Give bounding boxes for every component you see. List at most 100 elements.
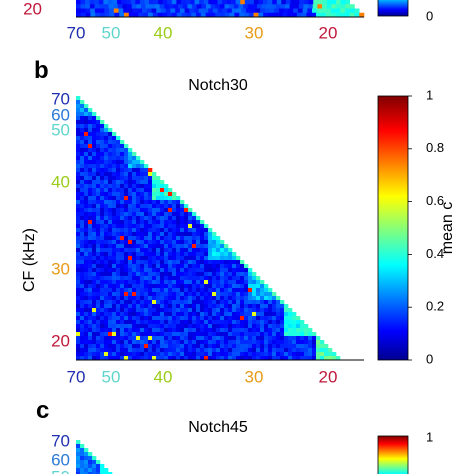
heatmap-cell: [165, 8, 171, 14]
heatmap-cell: [124, 336, 129, 341]
heatmap-cell: [192, 320, 197, 325]
heatmap-cell: [188, 216, 193, 221]
heatmap-cell: [156, 288, 161, 293]
heatmap-cell: [228, 268, 233, 273]
heatmap-cell: [108, 204, 113, 209]
heatmap-cell: [152, 188, 157, 193]
heatmap-cell: [300, 320, 305, 325]
heatmap-cell: [76, 200, 81, 205]
heatmap-cell: [267, 0, 273, 5]
heatmap-cell: [156, 180, 161, 185]
heatmap-cell: [196, 260, 201, 265]
heatmap-cell: [216, 256, 221, 261]
heatmap-cell: [168, 320, 173, 325]
heatmap-cell: [140, 168, 145, 173]
heatmap-cell: [184, 328, 189, 333]
heatmap-cell: [232, 356, 237, 361]
heatmap-cell: [112, 196, 117, 201]
heatmap-cell: [92, 204, 97, 209]
heatmap-cell: [116, 212, 121, 217]
heatmap-cell: [212, 268, 217, 273]
heatmap-cell: [156, 352, 161, 357]
heatmap-cell: [188, 220, 193, 225]
heatmap-cell: [84, 356, 89, 361]
heatmap-cell: [152, 328, 157, 333]
heatmap-cell: [176, 328, 181, 333]
heatmap-cell: [210, 4, 216, 9]
heatmap-cell: [92, 240, 97, 245]
heatmap-cell: [200, 280, 205, 285]
heatmap-cell: [281, 0, 287, 5]
heatmap-cell: [235, 0, 241, 5]
heatmap-cell: [128, 288, 133, 293]
heatmap-cell: [204, 284, 209, 289]
heatmap-cell: [76, 276, 81, 281]
heatmap-cell: [128, 308, 133, 313]
heatmap-cell: [172, 192, 177, 197]
heatmap-cell: [140, 308, 145, 313]
heatmap-cell: [88, 280, 93, 285]
heatmap-cell: [224, 264, 229, 269]
heatmap-cell: [168, 340, 173, 345]
heatmap-cell: [149, 0, 154, 5]
heatmap-cell: [112, 228, 117, 233]
heatmap-cell: [288, 312, 293, 317]
heatmap-cell: [288, 320, 293, 325]
heatmap-cell: [204, 328, 209, 333]
heatmap-cell: [88, 340, 93, 345]
heatmap-cell: [104, 244, 109, 249]
heatmap-cell: [208, 352, 213, 357]
panel-a-xtick-50: 50: [102, 23, 121, 42]
heatmap-cell: [208, 320, 213, 325]
heatmap-cell: [232, 284, 237, 289]
heatmap-cell: [120, 240, 125, 245]
heatmap-cell: [160, 208, 165, 213]
heatmap-cell: [121, 0, 127, 5]
heatmap-cell: [80, 128, 85, 133]
heatmap-cell: [184, 268, 189, 273]
heatmap-cell: [308, 328, 313, 333]
heatmap-cell: [152, 252, 157, 257]
heatmap-cell: [104, 136, 109, 141]
heatmap-cell: [80, 236, 85, 241]
heatmap-cell: [172, 356, 177, 361]
heatmap-cell: [152, 340, 157, 345]
heatmap-cell: [84, 212, 89, 217]
heatmap-cell: [244, 264, 249, 269]
heatmap-cell: [176, 332, 181, 337]
heatmap-cell: [220, 352, 225, 357]
heatmap-cell: [204, 268, 209, 273]
heatmap-cell: [264, 292, 269, 297]
heatmap-cell: [164, 332, 169, 337]
heatmap-cell: [196, 232, 201, 237]
heatmap-cell: [244, 336, 249, 341]
heatmap-cell: [84, 180, 89, 185]
heatmap-cell: [148, 328, 153, 333]
heatmap-cell: [184, 228, 189, 233]
heatmap-cell: [256, 300, 261, 305]
heatmap-cell: [307, 8, 313, 14]
heatmap-cell: [120, 228, 125, 233]
heatmap-cell: [108, 184, 113, 189]
heatmap-cell: [108, 152, 113, 157]
heatmap-cell: [84, 228, 89, 233]
heatmap-cell: [132, 8, 138, 14]
heatmap-cell: [152, 352, 157, 357]
panel-a-colorbar: [377, 0, 409, 17]
heatmap-cell: [104, 340, 109, 345]
heatmap-cell: [104, 328, 109, 333]
heatmap-cell: [200, 256, 205, 261]
heatmap-cell: [120, 176, 125, 181]
heatmap-cell: [170, 8, 176, 14]
heatmap-cell: [116, 280, 121, 285]
heatmap-cell: [192, 340, 197, 345]
heatmap-cell: [124, 292, 129, 297]
heatmap-cell: [92, 232, 97, 237]
heatmap-cell: [244, 308, 249, 313]
heatmap-cell: [331, 4, 337, 9]
heatmap-cell: [84, 468, 89, 473]
heatmap-cell: [270, 4, 276, 9]
heatmap-cell: [252, 336, 257, 341]
heatmap-cell: [88, 176, 93, 181]
heatmap-cell: [272, 300, 277, 305]
